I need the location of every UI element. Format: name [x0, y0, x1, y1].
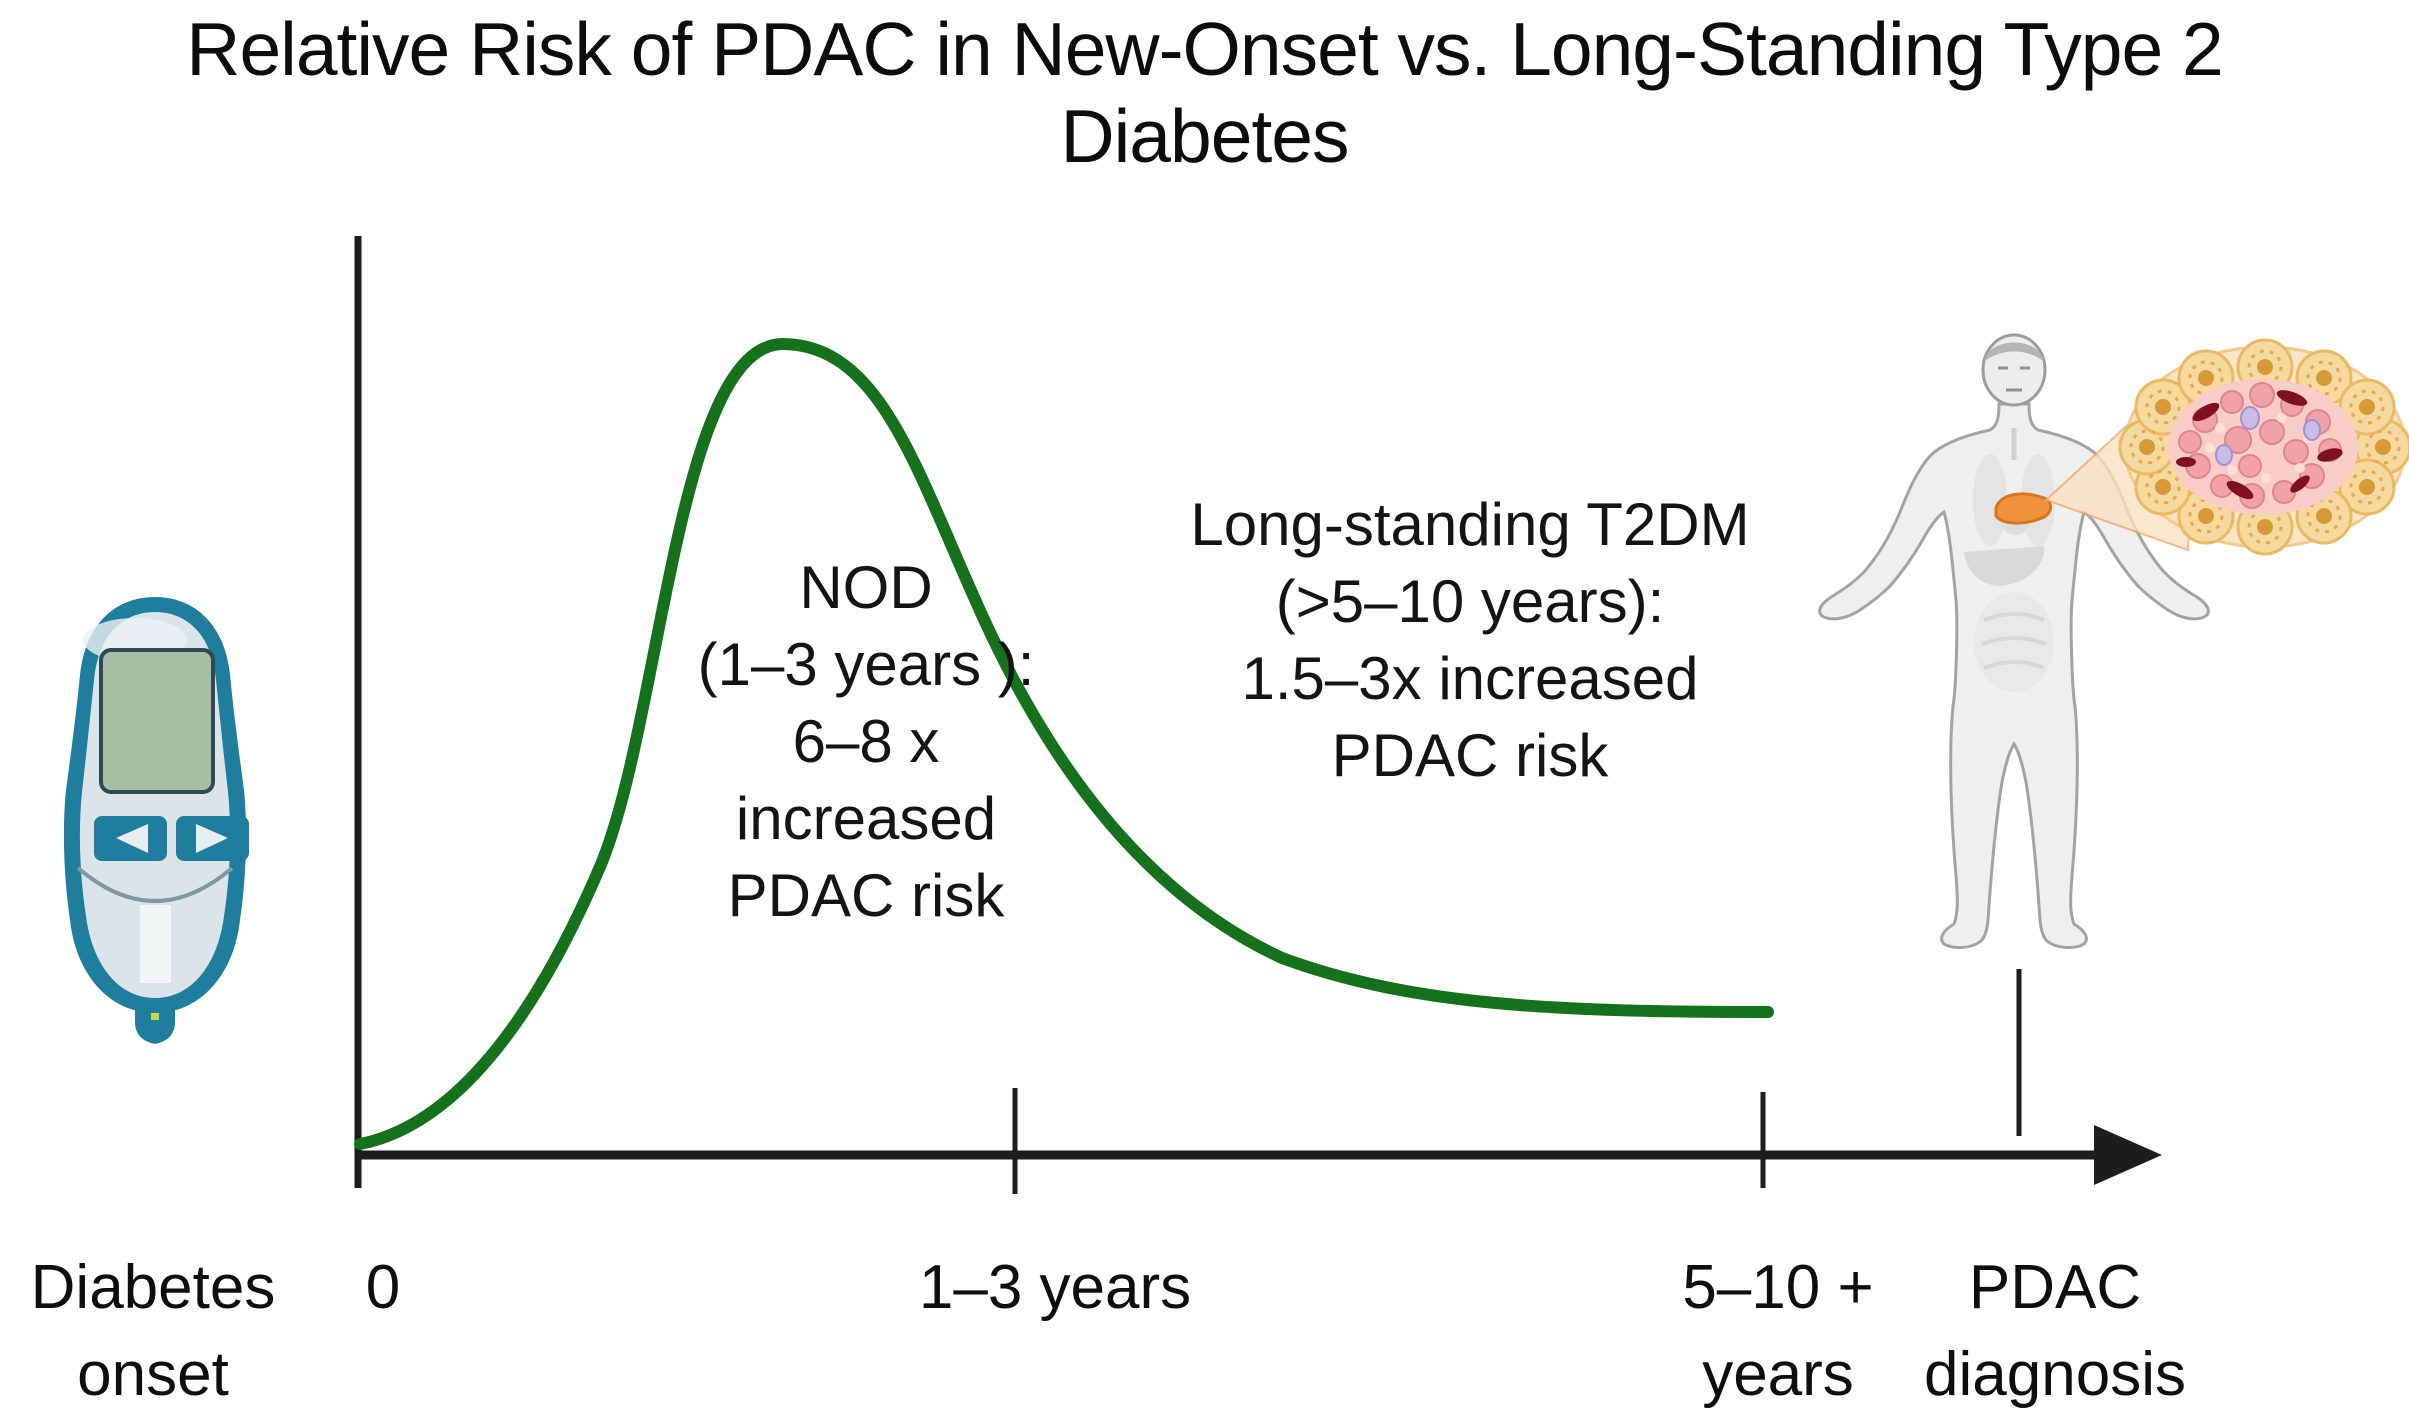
long-standing-annotation-line: (>5–10 years):	[1275, 568, 1665, 635]
body-organs	[1964, 428, 2055, 692]
diabetes-onset-line1: Diabetes	[30, 1253, 276, 1322]
tumor-immune-cells	[2215, 406, 2321, 466]
figure-title: Relative Risk of PDAC in New-Onset vs. L…	[0, 6, 2409, 180]
pdac-diagnosis-line1: PDAC	[1968, 1253, 2142, 1322]
figure-title-line1: Relative Risk of PDAC in New-Onset vs. L…	[186, 7, 2223, 91]
diabetes-onset-line2: onset	[77, 1340, 229, 1409]
pdac-diagnosis-label: PDAC diagnosis	[1924, 1244, 2186, 1418]
long-standing-annotation-line: PDAC risk	[1331, 722, 1609, 789]
long-standing-annotation-line: 1.5–3x increased	[1241, 645, 1699, 712]
axes-group	[354, 236, 2162, 1194]
tick-label-1-3-years: 1–3 years	[918, 1253, 1192, 1322]
long-standing-annotation: Long-standing T2DM (>5–10 years): 1.5–3x…	[1190, 486, 1749, 794]
nod-annotation-line: PDAC risk	[727, 862, 1005, 929]
risk-curve	[354, 337, 1774, 1150]
figure-title-line2: Diabetes	[1060, 94, 1349, 178]
body-liver	[1964, 546, 2045, 586]
nod-annotation-line: (1–3 years ):	[697, 631, 1035, 698]
body-hair	[1984, 342, 2044, 362]
x-axis-arrowhead	[2094, 1125, 2162, 1185]
meter-right-arrow-icon	[196, 824, 228, 853]
meter-left-arrow-icon	[116, 824, 148, 853]
human-body-icon	[1818, 333, 2210, 949]
meter-strip-top	[140, 905, 171, 983]
tick-label-5-10-years: 5–10 + years	[1682, 1244, 1873, 1418]
pancreas-icon	[1994, 492, 2052, 525]
nod-annotation-line: increased	[735, 785, 997, 852]
nod-annotation-line: 6–8 x	[792, 708, 940, 775]
nod-annotation: NOD (1–3 years ): 6–8 x increased PDAC r…	[698, 549, 1035, 934]
tick-label-5-10-line1: 5–10 +	[1682, 1253, 1874, 1322]
pdac-histology-icon	[2044, 338, 2409, 556]
tick-label-5-10-line2: years	[1702, 1340, 1854, 1409]
meter-screen	[99, 648, 215, 794]
tumor-necrosis-blobs	[2176, 390, 2343, 500]
origin-tick-label: 0	[365, 1253, 401, 1322]
nod-annotation-line: NOD	[799, 554, 933, 621]
body-face	[1998, 366, 2030, 392]
diabetes-onset-label: Diabetes onset	[31, 1244, 276, 1418]
pdac-diagnosis-line2: diagnosis	[1924, 1340, 2186, 1409]
long-standing-annotation-line: Long-standing T2DM	[1190, 491, 1750, 558]
meter-lower-seam	[76, 866, 234, 903]
glucose-meter-icon	[63, 597, 249, 1044]
acinar-cells-ring	[2118, 338, 2409, 556]
